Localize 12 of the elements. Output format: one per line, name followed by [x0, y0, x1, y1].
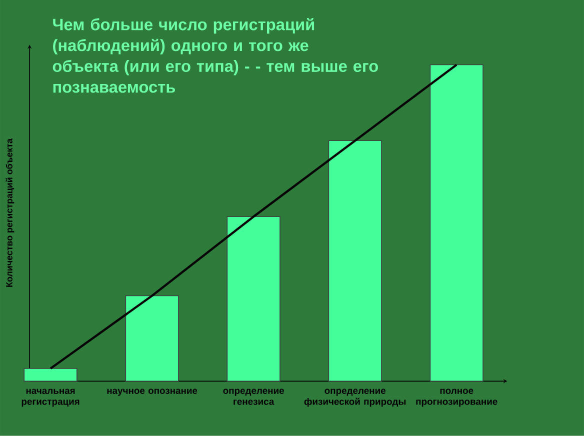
- bar: [226, 216, 280, 382]
- chart-title: Чем больше число регистраций (наблюдений) одного и того же объекта (или его типа) - - тем выше его познаваемость: [52, 18, 378, 93]
- x-tick-label: определение генезиса: [223, 388, 284, 405]
- bar: [125, 295, 179, 382]
- x-tick-label: научное опознание: [107, 388, 198, 396]
- bar: [328, 140, 382, 382]
- y-axis-title: Количество регистраций объекта: [6, 138, 14, 287]
- x-tick-label: начальная регистрация: [22, 388, 80, 407]
- bar: [24, 368, 78, 382]
- bar: [430, 64, 484, 382]
- x-tick-label: определение физической природы: [304, 388, 406, 407]
- x-tick-label: полное прогнозирование: [416, 388, 498, 407]
